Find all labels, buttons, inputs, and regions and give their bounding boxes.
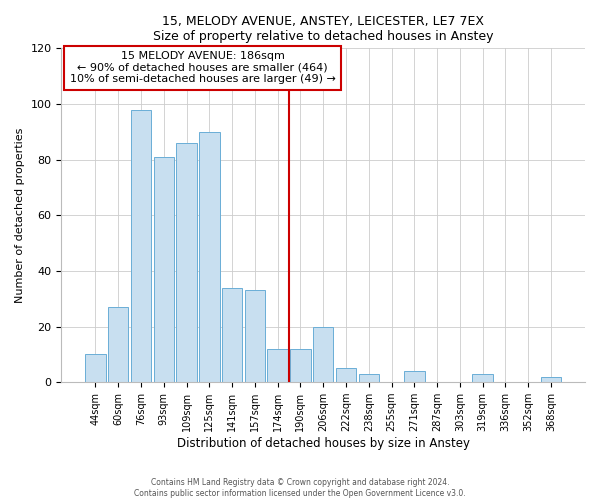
Bar [176,143,197,382]
Bar [222,288,242,382]
Title: 15, MELODY AVENUE, ANSTEY, LEICESTER, LE7 7EX
Size of property relative to detac: 15, MELODY AVENUE, ANSTEY, LEICESTER, LE… [153,15,493,43]
Bar [541,376,561,382]
Text: 15 MELODY AVENUE: 186sqm
← 90% of detached houses are smaller (464)
10% of semi-: 15 MELODY AVENUE: 186sqm ← 90% of detach… [70,51,335,84]
Bar [131,110,151,382]
Bar [245,290,265,382]
Bar [108,307,128,382]
Bar [290,349,311,382]
Y-axis label: Number of detached properties: Number of detached properties [15,128,25,303]
Text: Contains HM Land Registry data © Crown copyright and database right 2024.
Contai: Contains HM Land Registry data © Crown c… [134,478,466,498]
Bar [359,374,379,382]
Bar [404,371,425,382]
Bar [154,157,174,382]
Bar [268,349,288,382]
Bar [85,354,106,382]
Bar [199,132,220,382]
X-axis label: Distribution of detached houses by size in Anstey: Distribution of detached houses by size … [177,437,470,450]
Bar [472,374,493,382]
Bar [336,368,356,382]
Bar [313,326,334,382]
